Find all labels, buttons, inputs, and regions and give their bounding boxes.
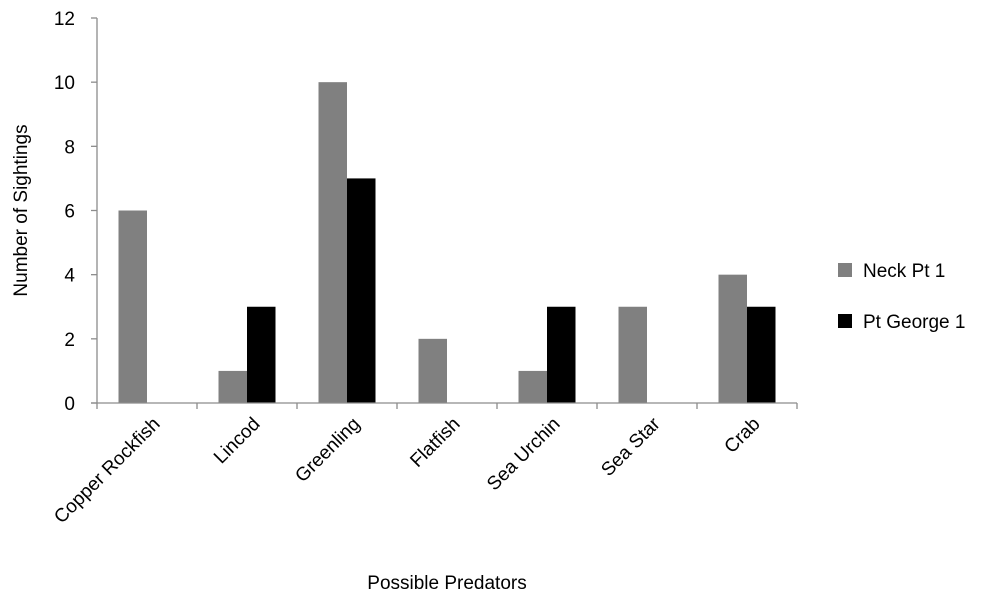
y-tick-label: 6 <box>64 202 75 223</box>
bar <box>419 339 448 403</box>
x-tick-label: Lincod <box>210 414 264 468</box>
x-tick-label: Greenling <box>291 414 364 487</box>
y-tick-label: 2 <box>64 330 75 351</box>
legend-swatch <box>838 314 852 328</box>
legend: Neck Pt 1 Pt George 1 <box>838 261 965 333</box>
y-tick-label: 12 <box>54 9 75 30</box>
y-tick-label: 10 <box>54 73 75 94</box>
x-axis-ticks: Copper Rockfish Lincod Greenling Flatfish Se… <box>50 403 797 528</box>
y-tick-label: 0 <box>64 394 75 415</box>
legend-label: Neck Pt 1 <box>863 261 945 282</box>
x-tick-label: Crab <box>721 414 765 458</box>
bar <box>219 371 248 403</box>
x-tick-label: Flatfish <box>406 414 464 472</box>
x-tick-label: Sea Urchin <box>483 414 564 495</box>
y-axis-title: Number of Sightings <box>11 124 32 296</box>
y-tick-label: 8 <box>64 137 75 158</box>
bar <box>319 82 348 403</box>
x-axis-title: Possible Predators <box>367 573 526 594</box>
bar <box>619 307 648 403</box>
bar <box>519 371 548 403</box>
bar <box>247 307 276 403</box>
bar <box>547 307 576 403</box>
bar <box>719 275 748 403</box>
y-tick-label: 4 <box>64 266 75 287</box>
y-axis-ticks: 0 2 4 6 8 10 12 <box>54 9 97 415</box>
bar <box>747 307 776 403</box>
legend-swatch <box>838 263 852 277</box>
bar <box>347 178 376 403</box>
bars <box>119 82 776 403</box>
legend-label: Pt George 1 <box>863 312 965 333</box>
x-tick-label: Copper Rockfish <box>50 414 164 528</box>
bar <box>119 211 148 404</box>
x-tick-label: Sea Star <box>597 413 665 481</box>
